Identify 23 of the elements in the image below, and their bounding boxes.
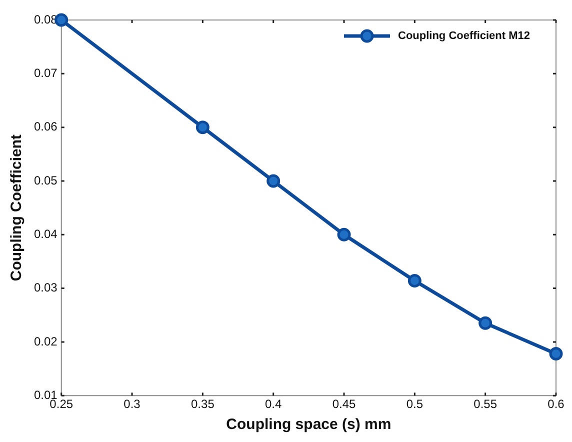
x-tick-label: 0.5 — [406, 397, 424, 412]
point — [478, 316, 492, 330]
x-tick-label: 0.6 — [548, 397, 565, 412]
x-axis-title: Coupling space (s) mm — [226, 416, 392, 434]
point — [337, 228, 351, 242]
point — [549, 347, 563, 360]
legend-label: Coupling Coefficient M12 — [398, 30, 530, 42]
point — [54, 13, 68, 27]
y-tick-label: 0.02 — [34, 334, 58, 348]
y-tick-label: 0.04 — [34, 226, 58, 241]
y-tick-label: 0.06 — [34, 120, 58, 134]
x-tick-label: 0.35 — [191, 397, 215, 412]
point — [196, 120, 210, 134]
x-tick-label: 0.55 — [474, 397, 498, 412]
y-tick-label: 0.03 — [34, 280, 58, 295]
point — [408, 274, 422, 288]
y-tick-label: 0.05 — [34, 173, 58, 188]
y-tick-label: 0.07 — [34, 66, 58, 80]
point — [266, 174, 280, 188]
x-tick-label: 0.4 — [265, 397, 282, 412]
x-tick-label: 0.45 — [332, 397, 356, 412]
x-tick-label: 0.3 — [124, 397, 141, 412]
y-axis-title: Coupling Coefficient — [8, 134, 26, 282]
